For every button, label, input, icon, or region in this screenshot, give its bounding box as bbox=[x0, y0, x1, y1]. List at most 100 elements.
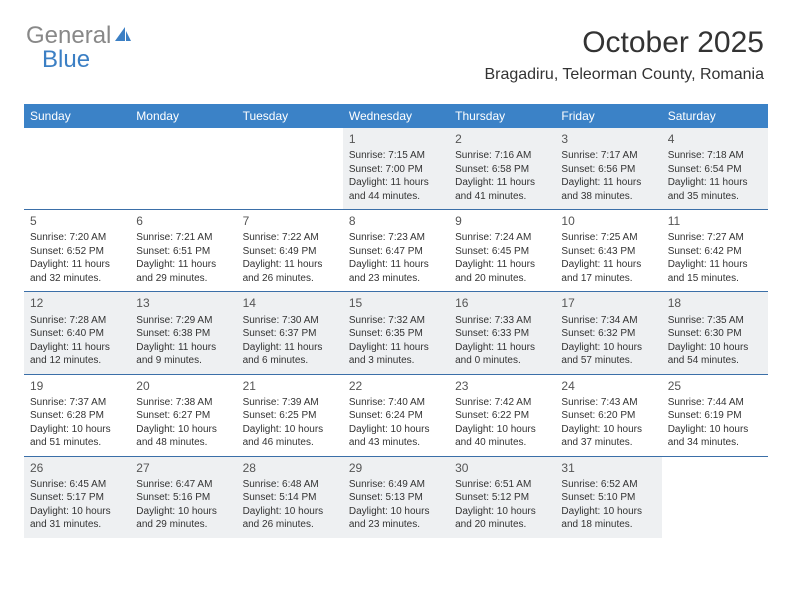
calendar-cell: 31Sunrise: 6:52 AMSunset: 5:10 PMDayligh… bbox=[555, 457, 661, 538]
day-number: 5 bbox=[30, 213, 124, 229]
cell-line: and 40 minutes. bbox=[455, 436, 549, 450]
cell-line: Daylight: 10 hours bbox=[561, 505, 655, 519]
cell-line: and 26 minutes. bbox=[243, 518, 337, 532]
day-header: Monday bbox=[130, 104, 236, 128]
cell-line: and 23 minutes. bbox=[349, 272, 443, 286]
cell-line: Sunset: 6:45 PM bbox=[455, 245, 549, 259]
cell-line: Daylight: 11 hours bbox=[349, 341, 443, 355]
cell-line: and 23 minutes. bbox=[349, 518, 443, 532]
cell-line: and 17 minutes. bbox=[561, 272, 655, 286]
cell-line: and 54 minutes. bbox=[668, 354, 762, 368]
week-row: 1Sunrise: 7:15 AMSunset: 7:00 PMDaylight… bbox=[24, 128, 768, 210]
cell-line: Daylight: 11 hours bbox=[668, 258, 762, 272]
day-number: 31 bbox=[561, 460, 655, 476]
logo-sail-icon bbox=[113, 25, 133, 43]
calendar-cell: 17Sunrise: 7:34 AMSunset: 6:32 PMDayligh… bbox=[555, 292, 661, 373]
cell-line: Sunset: 6:25 PM bbox=[243, 409, 337, 423]
day-number: 2 bbox=[455, 131, 549, 147]
cell-line: and 20 minutes. bbox=[455, 518, 549, 532]
cell-line: and 0 minutes. bbox=[455, 354, 549, 368]
cell-line: Daylight: 11 hours bbox=[349, 258, 443, 272]
day-header-row: Sunday Monday Tuesday Wednesday Thursday… bbox=[24, 104, 768, 128]
calendar-cell: 15Sunrise: 7:32 AMSunset: 6:35 PMDayligh… bbox=[343, 292, 449, 373]
calendar-cell: 23Sunrise: 7:42 AMSunset: 6:22 PMDayligh… bbox=[449, 375, 555, 456]
day-number: 25 bbox=[668, 378, 762, 394]
cell-line: Daylight: 10 hours bbox=[455, 423, 549, 437]
cell-line: and 15 minutes. bbox=[668, 272, 762, 286]
calendar: Sunday Monday Tuesday Wednesday Thursday… bbox=[24, 104, 768, 538]
cell-line: Sunrise: 6:47 AM bbox=[136, 478, 230, 492]
cell-line: Daylight: 10 hours bbox=[136, 423, 230, 437]
cell-line: Sunset: 6:38 PM bbox=[136, 327, 230, 341]
day-number: 13 bbox=[136, 295, 230, 311]
cell-line: and 31 minutes. bbox=[30, 518, 124, 532]
cell-line: Daylight: 11 hours bbox=[561, 258, 655, 272]
cell-line: Sunrise: 7:23 AM bbox=[349, 231, 443, 245]
cell-line: Daylight: 11 hours bbox=[136, 258, 230, 272]
calendar-cell-empty bbox=[130, 128, 236, 209]
cell-line: Sunrise: 7:43 AM bbox=[561, 396, 655, 410]
cell-line: Daylight: 11 hours bbox=[30, 258, 124, 272]
calendar-cell: 14Sunrise: 7:30 AMSunset: 6:37 PMDayligh… bbox=[237, 292, 343, 373]
cell-line: and 3 minutes. bbox=[349, 354, 443, 368]
day-number: 15 bbox=[349, 295, 443, 311]
cell-line: Sunset: 6:52 PM bbox=[30, 245, 124, 259]
calendar-cell: 11Sunrise: 7:27 AMSunset: 6:42 PMDayligh… bbox=[662, 210, 768, 291]
calendar-cell-empty bbox=[237, 128, 343, 209]
day-header: Wednesday bbox=[343, 104, 449, 128]
cell-line: Sunrise: 7:25 AM bbox=[561, 231, 655, 245]
location: Bragadiru, Teleorman County, Romania bbox=[484, 66, 764, 84]
day-number: 1 bbox=[349, 131, 443, 147]
calendar-cell: 13Sunrise: 7:29 AMSunset: 6:38 PMDayligh… bbox=[130, 292, 236, 373]
cell-line: Sunset: 6:42 PM bbox=[668, 245, 762, 259]
calendar-cell: 16Sunrise: 7:33 AMSunset: 6:33 PMDayligh… bbox=[449, 292, 555, 373]
calendar-cell: 28Sunrise: 6:48 AMSunset: 5:14 PMDayligh… bbox=[237, 457, 343, 538]
calendar-cell: 9Sunrise: 7:24 AMSunset: 6:45 PMDaylight… bbox=[449, 210, 555, 291]
day-number: 20 bbox=[136, 378, 230, 394]
cell-line: Sunset: 6:54 PM bbox=[668, 163, 762, 177]
day-number: 14 bbox=[243, 295, 337, 311]
cell-line: Sunset: 6:37 PM bbox=[243, 327, 337, 341]
calendar-cell: 20Sunrise: 7:38 AMSunset: 6:27 PMDayligh… bbox=[130, 375, 236, 456]
day-number: 26 bbox=[30, 460, 124, 476]
cell-line: Daylight: 10 hours bbox=[349, 505, 443, 519]
title-block: October 2025 Bragadiru, Teleorman County… bbox=[484, 26, 764, 84]
cell-line: Sunset: 6:56 PM bbox=[561, 163, 655, 177]
cell-line: and 20 minutes. bbox=[455, 272, 549, 286]
cell-line: Sunrise: 6:48 AM bbox=[243, 478, 337, 492]
week-row: 12Sunrise: 7:28 AMSunset: 6:40 PMDayligh… bbox=[24, 292, 768, 374]
calendar-cell: 29Sunrise: 6:49 AMSunset: 5:13 PMDayligh… bbox=[343, 457, 449, 538]
cell-line: Sunrise: 7:17 AM bbox=[561, 149, 655, 163]
cell-line: Daylight: 11 hours bbox=[455, 176, 549, 190]
calendar-cell: 2Sunrise: 7:16 AMSunset: 6:58 PMDaylight… bbox=[449, 128, 555, 209]
calendar-cell: 8Sunrise: 7:23 AMSunset: 6:47 PMDaylight… bbox=[343, 210, 449, 291]
cell-line: Sunset: 6:43 PM bbox=[561, 245, 655, 259]
cell-line: Sunrise: 6:52 AM bbox=[561, 478, 655, 492]
calendar-cell-empty bbox=[24, 128, 130, 209]
day-number: 21 bbox=[243, 378, 337, 394]
day-number: 23 bbox=[455, 378, 549, 394]
cell-line: and 26 minutes. bbox=[243, 272, 337, 286]
cell-line: Daylight: 11 hours bbox=[349, 176, 443, 190]
cell-line: Daylight: 11 hours bbox=[136, 341, 230, 355]
cell-line: Sunset: 6:49 PM bbox=[243, 245, 337, 259]
day-number: 12 bbox=[30, 295, 124, 311]
cell-line: and 18 minutes. bbox=[561, 518, 655, 532]
cell-line: and 48 minutes. bbox=[136, 436, 230, 450]
cell-line: Sunset: 6:47 PM bbox=[349, 245, 443, 259]
calendar-cell-empty bbox=[662, 457, 768, 538]
cell-line: Daylight: 10 hours bbox=[668, 341, 762, 355]
day-number: 16 bbox=[455, 295, 549, 311]
cell-line: Daylight: 11 hours bbox=[668, 176, 762, 190]
cell-line: Sunset: 6:30 PM bbox=[668, 327, 762, 341]
cell-line: Sunrise: 6:45 AM bbox=[30, 478, 124, 492]
cell-line: Sunset: 6:28 PM bbox=[30, 409, 124, 423]
cell-line: Daylight: 10 hours bbox=[349, 423, 443, 437]
day-number: 30 bbox=[455, 460, 549, 476]
cell-line: Sunrise: 6:51 AM bbox=[455, 478, 549, 492]
cell-line: Sunset: 6:32 PM bbox=[561, 327, 655, 341]
cell-line: Sunrise: 7:38 AM bbox=[136, 396, 230, 410]
cell-line: Sunrise: 7:22 AM bbox=[243, 231, 337, 245]
cell-line: and 46 minutes. bbox=[243, 436, 337, 450]
cell-line: and 29 minutes. bbox=[136, 272, 230, 286]
